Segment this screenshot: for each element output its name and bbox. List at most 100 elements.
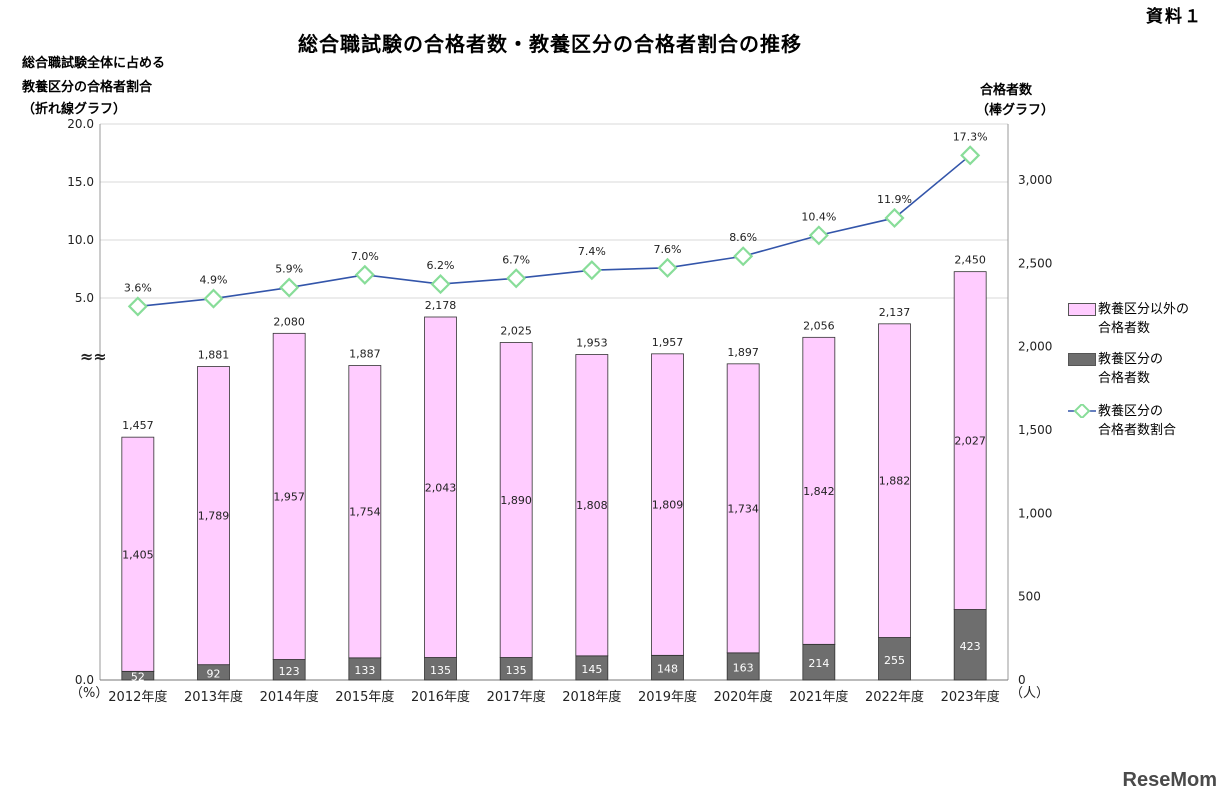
x-tick-label: 2021年度 [789,689,848,705]
left-tick-label: 5.0 [75,291,94,305]
watermark-logo: ReseMom [1122,769,1217,791]
bar-other [272,332,306,660]
bar-other [878,323,911,638]
bar-other-label: 1,882 [879,475,911,488]
bar-kyoyo-label: 148 [657,663,678,676]
rate-point [203,288,224,309]
bar-kyoyo [953,609,987,681]
x-tick-label: 2020年度 [714,689,773,705]
bar-other-label: 2,043 [425,481,457,494]
bar-other-label: 1,405 [122,548,154,561]
rate-label: 3.6% [124,281,152,294]
right-tick-label: 3,000 [1018,173,1052,187]
bar-other-label: 1,754 [349,506,381,519]
right-tick-label: 500 [1018,590,1041,604]
bar-kyoyo-label: 163 [733,661,754,674]
bar-kyoyo [802,643,836,681]
bar-kyoyo [726,652,760,681]
bar-other-label: 1,734 [727,502,759,515]
bar-other [499,342,533,658]
bar-other [802,336,836,645]
rate-label: 6.2% [427,259,455,272]
rate-point [506,268,527,289]
rate-point [733,246,754,267]
bar-other [348,365,382,659]
rate-label: 8.6% [729,231,757,244]
bar-total-label: 1,881 [198,349,230,362]
bar-total-label: 2,080 [273,315,305,328]
bar-kyoyo [651,654,684,681]
rate-point [884,207,905,229]
rate-point [279,277,300,298]
right-axis-label-line-2: （棒グラフ） [976,103,1055,118]
bar-other [726,363,760,654]
bar-other [953,271,987,610]
bar-other-label: 1,808 [576,499,608,512]
bar-kyoyo-label: 135 [430,664,451,677]
bar-total-label: 1,957 [652,336,684,349]
legend-line-marker [1068,404,1096,418]
rate-label: 4.9% [200,274,228,287]
bar-kyoyo-label: 214 [808,657,829,670]
rate-point [581,260,602,281]
legend-item-kyoyo: 教養区分の 合格者数 [1068,350,1228,390]
bar-total-label: 1,887 [349,348,381,361]
bar-other [575,354,609,657]
bar-kyoyo-label: 52 [131,671,145,684]
rate-label: 6.7% [502,253,530,266]
bar-other-label: 2,027 [954,435,986,448]
rate-label: 7.0% [351,250,379,263]
bar-total-label: 2,056 [803,319,835,332]
left-axis-label-line-2: 教養区分の合格者割合 [22,80,153,95]
x-tick-label: 2017年度 [487,689,546,705]
left-tick-label: 20.0 [67,117,94,131]
rate-point [960,145,981,166]
bar-total-label: 2,137 [879,306,911,319]
bar-other [197,366,230,666]
bar-total-label: 1,953 [576,337,608,350]
x-tick-label: 2023年度 [941,689,1000,705]
chart-title: 総合職試験の合格者数・教養区分の合格者割合の推移 [298,32,802,56]
x-tick-label: 2012年度 [108,689,167,705]
x-tick-label: 2019年度 [638,689,697,705]
left-tick-label: 10.0 [67,233,94,247]
rate-point [127,296,148,317]
left-tick-label: 15.0 [67,175,94,189]
bar-total-label: 2,450 [954,254,986,267]
bar-kyoyo-label: 135 [506,664,527,677]
bar-other-label: 1,789 [198,510,230,523]
right-tick-label: 1,000 [1018,506,1052,520]
legend-item-rate: 教養区分の 合格者数割合 [1068,402,1228,442]
rate-label: 5.9% [275,263,303,276]
bar-total-label: 2,178 [425,299,457,312]
right-tick-label: 2,500 [1018,256,1052,270]
legend-swatch-pink [1068,303,1096,316]
right-tick-label: 0 [1018,673,1026,687]
bar-kyoyo-label: 123 [279,665,300,678]
document-label: 資料１ [1146,7,1203,27]
x-tick-label: 2013年度 [184,689,243,705]
bar-total-label: 1,897 [727,346,759,359]
rate-point [430,274,451,295]
legend-text-other: 教養区分以外の 合格者数 [1098,302,1190,336]
bar-kyoyo-label: 133 [354,664,375,677]
bar-other [121,436,155,672]
x-tick-label: 2015年度 [335,689,394,705]
bar-other-label: 1,842 [803,485,835,498]
x-tick-label: 2016年度 [411,689,470,705]
x-tick-label: 2014年度 [260,689,319,705]
rate-label: 7.4% [578,245,606,258]
legend-text-kyoyo: 教養区分の 合格者数 [1098,352,1164,386]
rate-label: 17.3% [953,130,988,143]
rate-label: 10.4% [801,210,836,223]
bar-other-label: 1,809 [652,499,684,512]
rate-line [137,154,971,308]
right-tick-label: 1,500 [1018,423,1052,437]
bar-kyoyo-label: 145 [581,663,602,676]
left-axis-unit: （%） [70,686,108,701]
right-axis-label-line-1: 合格者数 [980,83,1033,98]
right-axis-unit: （人） [1010,686,1049,701]
bar-total-label: 1,457 [122,419,154,432]
rate-point [354,264,375,285]
bar-other-label: 1,890 [500,494,532,507]
